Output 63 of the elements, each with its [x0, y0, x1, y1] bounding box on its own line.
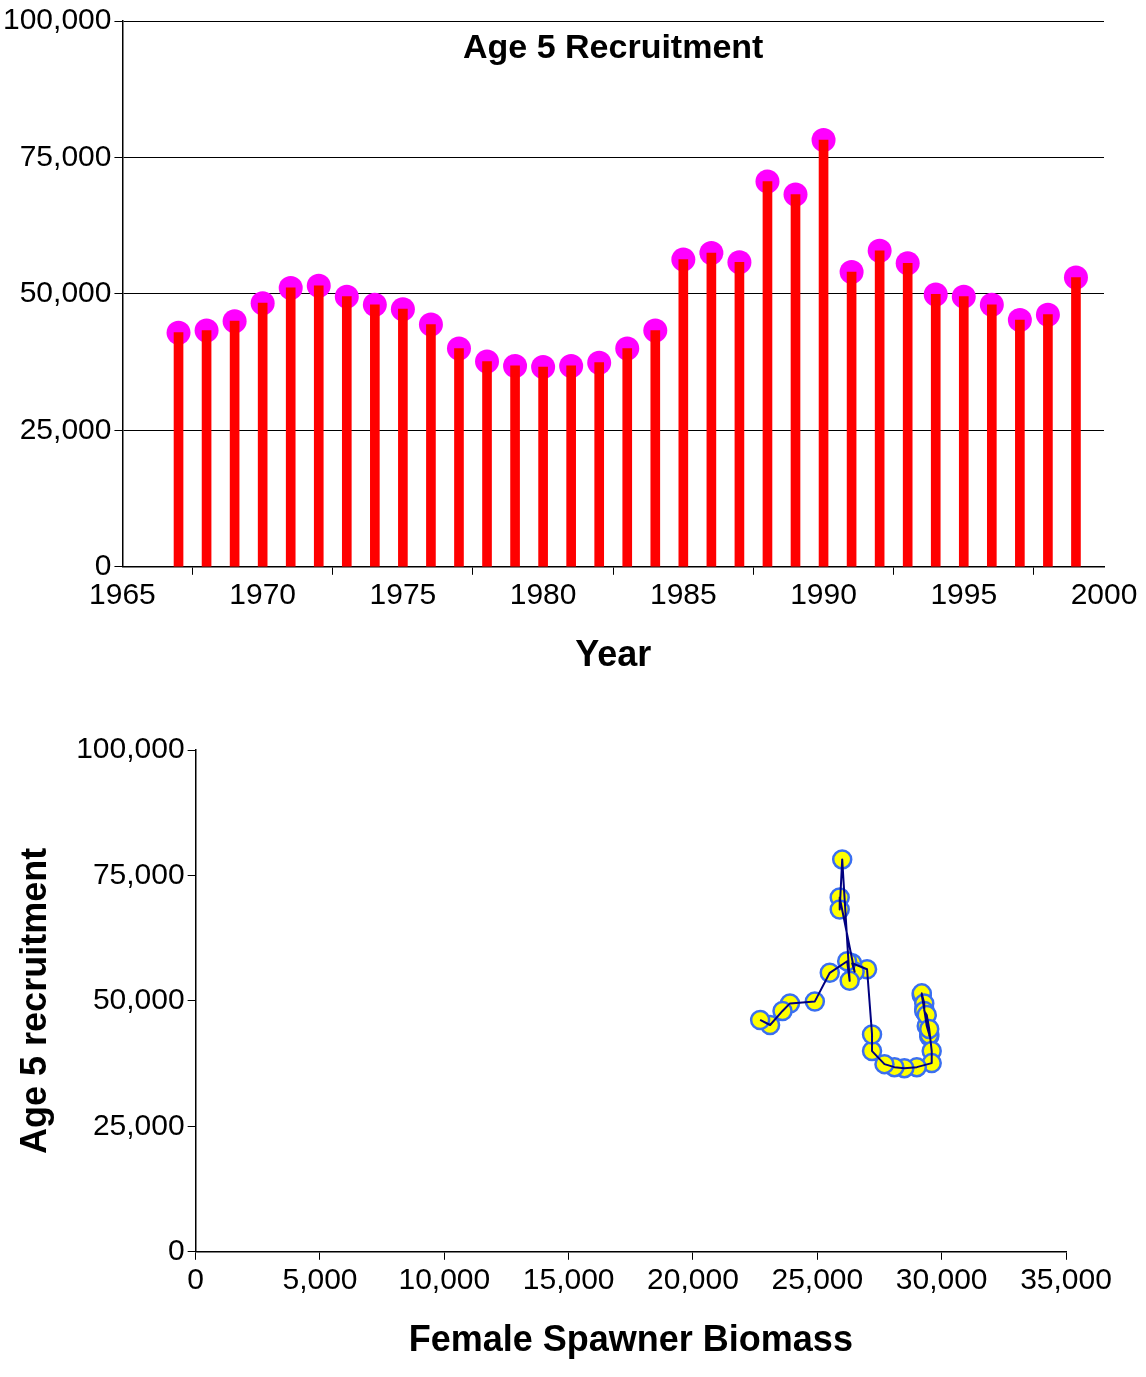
y-tick-label: 0 — [167, 1233, 185, 1267]
y-tick-label: 100,000 — [76, 731, 185, 765]
point — [749, 1009, 771, 1031]
y-tick-label: 50,000 — [92, 982, 185, 1016]
bar — [398, 308, 408, 567]
bar — [1015, 319, 1025, 567]
x-tick-label: 1985 — [649, 577, 717, 611]
bar — [426, 324, 436, 567]
x-tick-label: 1995 — [930, 577, 998, 611]
bar — [958, 296, 969, 567]
y-tick-label: 25,000 — [92, 1107, 185, 1141]
bar — [874, 250, 885, 567]
bar — [566, 365, 576, 567]
y-tick-label: 75,000 — [92, 856, 185, 890]
bar — [454, 348, 464, 567]
bar — [313, 285, 324, 567]
y-tick-label: 75,000 — [19, 138, 112, 172]
point — [831, 849, 853, 870]
bar — [930, 294, 941, 567]
bar — [510, 365, 520, 567]
x-tick-label: 1970 — [229, 577, 297, 611]
x-tick-label: 5,000 — [282, 1262, 358, 1296]
bar — [538, 366, 548, 567]
x-tick-label: 25,000 — [771, 1262, 864, 1296]
bar — [678, 259, 689, 567]
y-tick-label: 25,000 — [19, 411, 112, 445]
bar — [706, 252, 717, 567]
x-tick-label: 35,000 — [1020, 1262, 1112, 1296]
bar — [790, 194, 801, 567]
x-tick-label: 1975 — [369, 577, 437, 611]
bar — [1043, 314, 1053, 567]
bar — [285, 287, 296, 567]
bar — [818, 139, 829, 567]
bar — [902, 263, 913, 567]
x-tick-label: 15,000 — [522, 1262, 615, 1296]
bar — [201, 330, 212, 567]
bar — [1071, 277, 1081, 567]
y-tick-label: 50,000 — [19, 275, 112, 309]
x-axis-title: Year — [575, 633, 652, 675]
x-tick-label: 20,000 — [647, 1262, 739, 1296]
y-axis-title: Age 5 recruitment — [12, 847, 54, 1154]
chart-title: Age 5 Recruitment — [463, 27, 764, 66]
bar — [622, 348, 633, 567]
bar — [341, 296, 352, 567]
bar — [594, 362, 605, 567]
bar — [846, 271, 857, 567]
bar — [986, 304, 997, 567]
point — [839, 970, 860, 992]
bar — [762, 181, 773, 567]
bar — [482, 361, 492, 567]
bar — [173, 332, 184, 567]
bar — [257, 302, 268, 567]
x-tick-label: 30,000 — [895, 1262, 988, 1296]
bar — [229, 320, 240, 567]
bar — [734, 261, 745, 567]
x-axis-title: Female Spawner Biomass — [408, 1318, 853, 1360]
x-tick-label: 1990 — [790, 577, 857, 611]
bar — [370, 304, 380, 567]
x-tick-label: 10,000 — [398, 1262, 491, 1296]
bar — [650, 330, 661, 567]
x-tick-label: 1980 — [509, 577, 577, 611]
y-tick-label: 100,000 — [2, 2, 112, 36]
x-tick-label: 2000 — [1070, 577, 1138, 611]
